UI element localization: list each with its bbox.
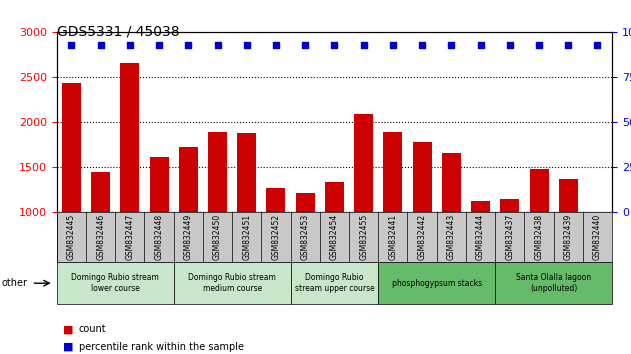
Bar (495, 262, 612, 304)
Text: GSM832444: GSM832444 (476, 214, 485, 260)
Text: GSM832443: GSM832443 (447, 214, 456, 260)
Text: GSM832453: GSM832453 (301, 214, 310, 260)
Text: GSM832445: GSM832445 (67, 214, 76, 260)
Text: GSM832446: GSM832446 (96, 214, 105, 260)
Point (125, 42, 135, 48)
Point (213, 42, 223, 48)
Bar (62, 83, 81, 212)
Text: GSM832455: GSM832455 (359, 214, 368, 260)
Text: GSM832447: GSM832447 (126, 214, 134, 260)
Text: Domingo Rubio stream
medium course: Domingo Rubio stream medium course (188, 274, 276, 293)
Bar (179, 147, 198, 212)
Bar (529, 169, 548, 212)
Text: other: other (1, 278, 27, 288)
Text: GSM832440: GSM832440 (593, 214, 602, 260)
Point (242, 42, 252, 48)
Text: ■: ■ (63, 324, 74, 334)
Point (593, 42, 603, 48)
Point (66, 42, 76, 48)
Point (534, 42, 544, 48)
Point (417, 42, 427, 48)
Point (358, 42, 369, 48)
Text: GDS5331 / 45038: GDS5331 / 45038 (57, 25, 179, 39)
Text: GSM832441: GSM832441 (389, 214, 398, 260)
Bar (57, 262, 174, 304)
Text: percentile rank within the sample: percentile rank within the sample (79, 342, 244, 352)
Point (446, 42, 456, 48)
Text: GSM832454: GSM832454 (330, 214, 339, 260)
Point (95, 42, 105, 48)
Text: ■: ■ (63, 342, 74, 352)
Point (154, 42, 164, 48)
Bar (266, 188, 285, 212)
Text: GSM832438: GSM832438 (534, 214, 543, 260)
Bar (150, 157, 168, 212)
Bar (378, 262, 495, 304)
Bar (291, 262, 378, 304)
Text: GSM832450: GSM832450 (213, 214, 222, 260)
Bar (237, 133, 256, 212)
Text: count: count (79, 324, 107, 334)
Point (388, 42, 398, 48)
Point (183, 42, 193, 48)
Bar (121, 63, 139, 212)
Bar (500, 199, 519, 212)
Text: GSM832449: GSM832449 (184, 214, 193, 260)
Bar (442, 153, 461, 212)
Bar (208, 132, 227, 212)
Bar (354, 114, 373, 212)
Text: GSM832452: GSM832452 (271, 214, 280, 260)
Point (563, 42, 574, 48)
Text: Domingo Rubio stream
lower course: Domingo Rubio stream lower course (71, 274, 159, 293)
Bar (413, 142, 432, 212)
Text: Domingo Rubio
stream upper course: Domingo Rubio stream upper course (295, 274, 374, 293)
Bar (558, 179, 578, 212)
Point (505, 42, 515, 48)
Bar (471, 201, 490, 212)
Bar (325, 182, 344, 212)
Text: GSM832439: GSM832439 (563, 214, 573, 260)
Bar (174, 262, 291, 304)
Text: Santa Olalla lagoon
(unpolluted): Santa Olalla lagoon (unpolluted) (516, 274, 591, 293)
Bar (384, 132, 403, 212)
Text: GSM832437: GSM832437 (505, 214, 514, 260)
Point (476, 42, 486, 48)
Text: GSM832451: GSM832451 (242, 214, 251, 260)
Point (329, 42, 339, 48)
Bar (91, 172, 110, 212)
Text: phosphogypsum stacks: phosphogypsum stacks (392, 279, 482, 288)
Point (271, 42, 281, 48)
Text: GSM832448: GSM832448 (155, 214, 163, 260)
Text: GSM832442: GSM832442 (418, 214, 427, 260)
Bar (296, 193, 315, 212)
Point (300, 42, 310, 48)
